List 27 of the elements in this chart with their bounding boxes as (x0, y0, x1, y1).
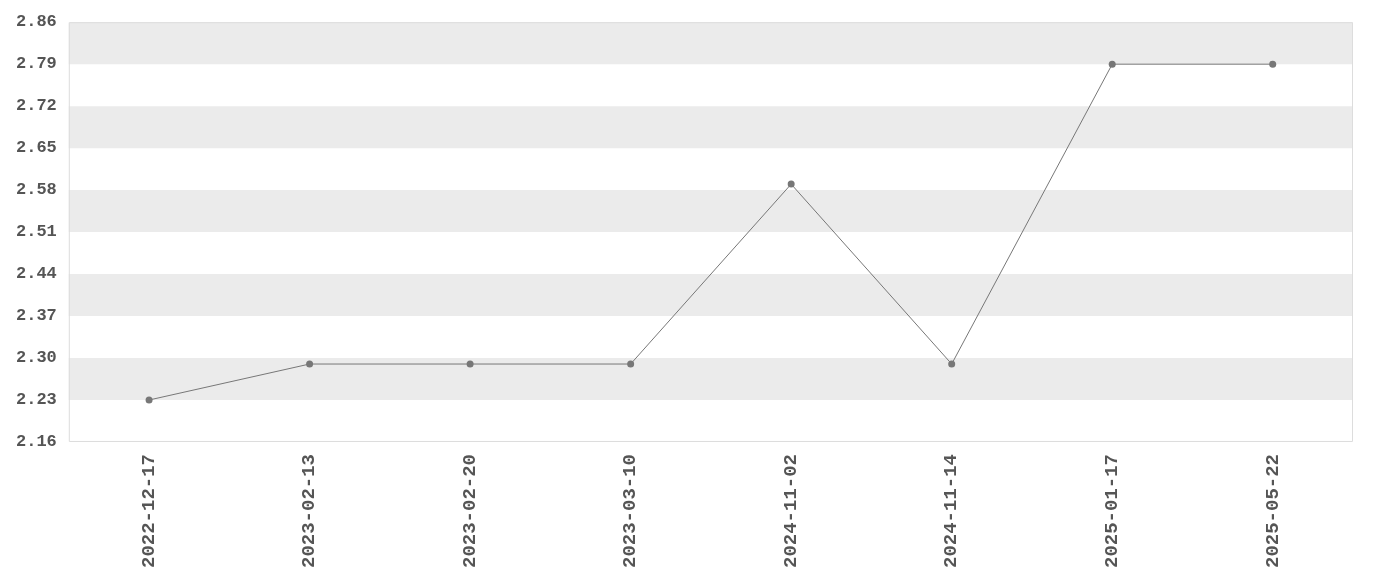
x-tick-label: 2023-02-13 (298, 453, 321, 569)
y-tick-label: 2.86 (15, 12, 57, 32)
x-tick-label: 2023-02-20 (458, 453, 481, 569)
point (1108, 60, 1116, 68)
y-tick-label: 2.72 (15, 96, 57, 116)
y-tick-label: 2.16 (15, 432, 57, 452)
y-tick-label: 2.44 (15, 264, 57, 284)
point (627, 360, 635, 368)
y-tick-label: 2.23 (15, 390, 57, 410)
point (306, 360, 314, 368)
y-tick-label: 2.58 (15, 180, 57, 200)
y-tick-label: 2.65 (15, 138, 57, 158)
point (466, 360, 474, 368)
x-tick-label: 2025-01-17 (1100, 453, 1123, 569)
x-tick-label: 2024-11-14 (940, 453, 963, 569)
y-tick-label: 2.37 (15, 306, 57, 326)
point (1269, 60, 1277, 68)
x-tick-label: 2025-05-22 (1261, 453, 1284, 569)
y-tick-label: 2.51 (15, 222, 57, 242)
x-tick-label: 2024-11-02 (779, 453, 802, 569)
x-tick-label: 2022-12-17 (137, 453, 160, 569)
x-tick-label: 2023-03-10 (619, 453, 642, 569)
point (787, 180, 795, 188)
y-tick-label: 2.30 (15, 348, 57, 368)
y-tick-label: 2.79 (15, 54, 57, 74)
point (145, 396, 153, 404)
point (948, 360, 956, 368)
